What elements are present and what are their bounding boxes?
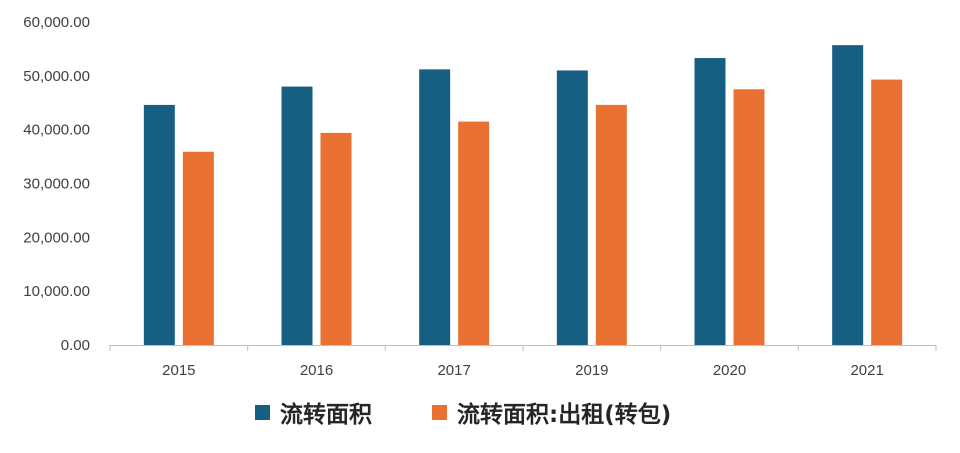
bar-series-1-2017 bbox=[419, 69, 451, 345]
bar-series-1-2016 bbox=[281, 86, 313, 345]
bar-series-1-2021 bbox=[832, 45, 864, 345]
bar-series-1-2019 bbox=[556, 70, 588, 345]
legend-label-1: 流转面积 bbox=[280, 401, 372, 428]
bar-series-2-2020 bbox=[733, 89, 765, 346]
bar-series-2-2016 bbox=[320, 132, 352, 345]
y-axis-tick-labels: 0.00 10,000.00 20,000.00 30,000.00 40,000.00… bbox=[23, 14, 90, 354]
legend-label-2: 流转面积:出租(转包) bbox=[457, 401, 671, 428]
y-tick-label: 30,000.00 bbox=[23, 176, 90, 193]
bar-series-2-2015 bbox=[182, 151, 214, 345]
x-tick-label: 2017 bbox=[437, 362, 470, 379]
bar-series-1-2020 bbox=[694, 58, 726, 346]
x-tick-label: 2016 bbox=[300, 362, 333, 379]
bar-series-2-2019 bbox=[595, 104, 627, 345]
bar-series-2-2021 bbox=[871, 79, 903, 345]
y-tick-label: 0.00 bbox=[61, 337, 90, 354]
y-tick-label: 10,000.00 bbox=[23, 283, 90, 300]
x-tick-label: 2020 bbox=[713, 362, 746, 379]
bar-series-2-2017 bbox=[458, 121, 490, 345]
bar-series-group bbox=[143, 45, 903, 346]
x-axis-tick-labels: 2015 2016 2017 2019 2020 2021 bbox=[162, 362, 884, 379]
y-tick-label: 20,000.00 bbox=[23, 229, 90, 246]
legend: 流转面积 流转面积:出租(转包) bbox=[255, 401, 671, 428]
x-tick-label: 2015 bbox=[162, 362, 195, 379]
y-tick-label: 60,000.00 bbox=[23, 14, 90, 31]
x-tick-label: 2019 bbox=[575, 362, 608, 379]
legend-swatch-2 bbox=[432, 405, 447, 420]
x-tick-label: 2021 bbox=[850, 362, 883, 379]
x-axis bbox=[109, 345, 937, 351]
bar-series-1-2015 bbox=[143, 104, 175, 345]
legend-swatch-1 bbox=[255, 405, 270, 420]
y-tick-label: 40,000.00 bbox=[23, 122, 90, 139]
y-tick-label: 50,000.00 bbox=[23, 68, 90, 85]
